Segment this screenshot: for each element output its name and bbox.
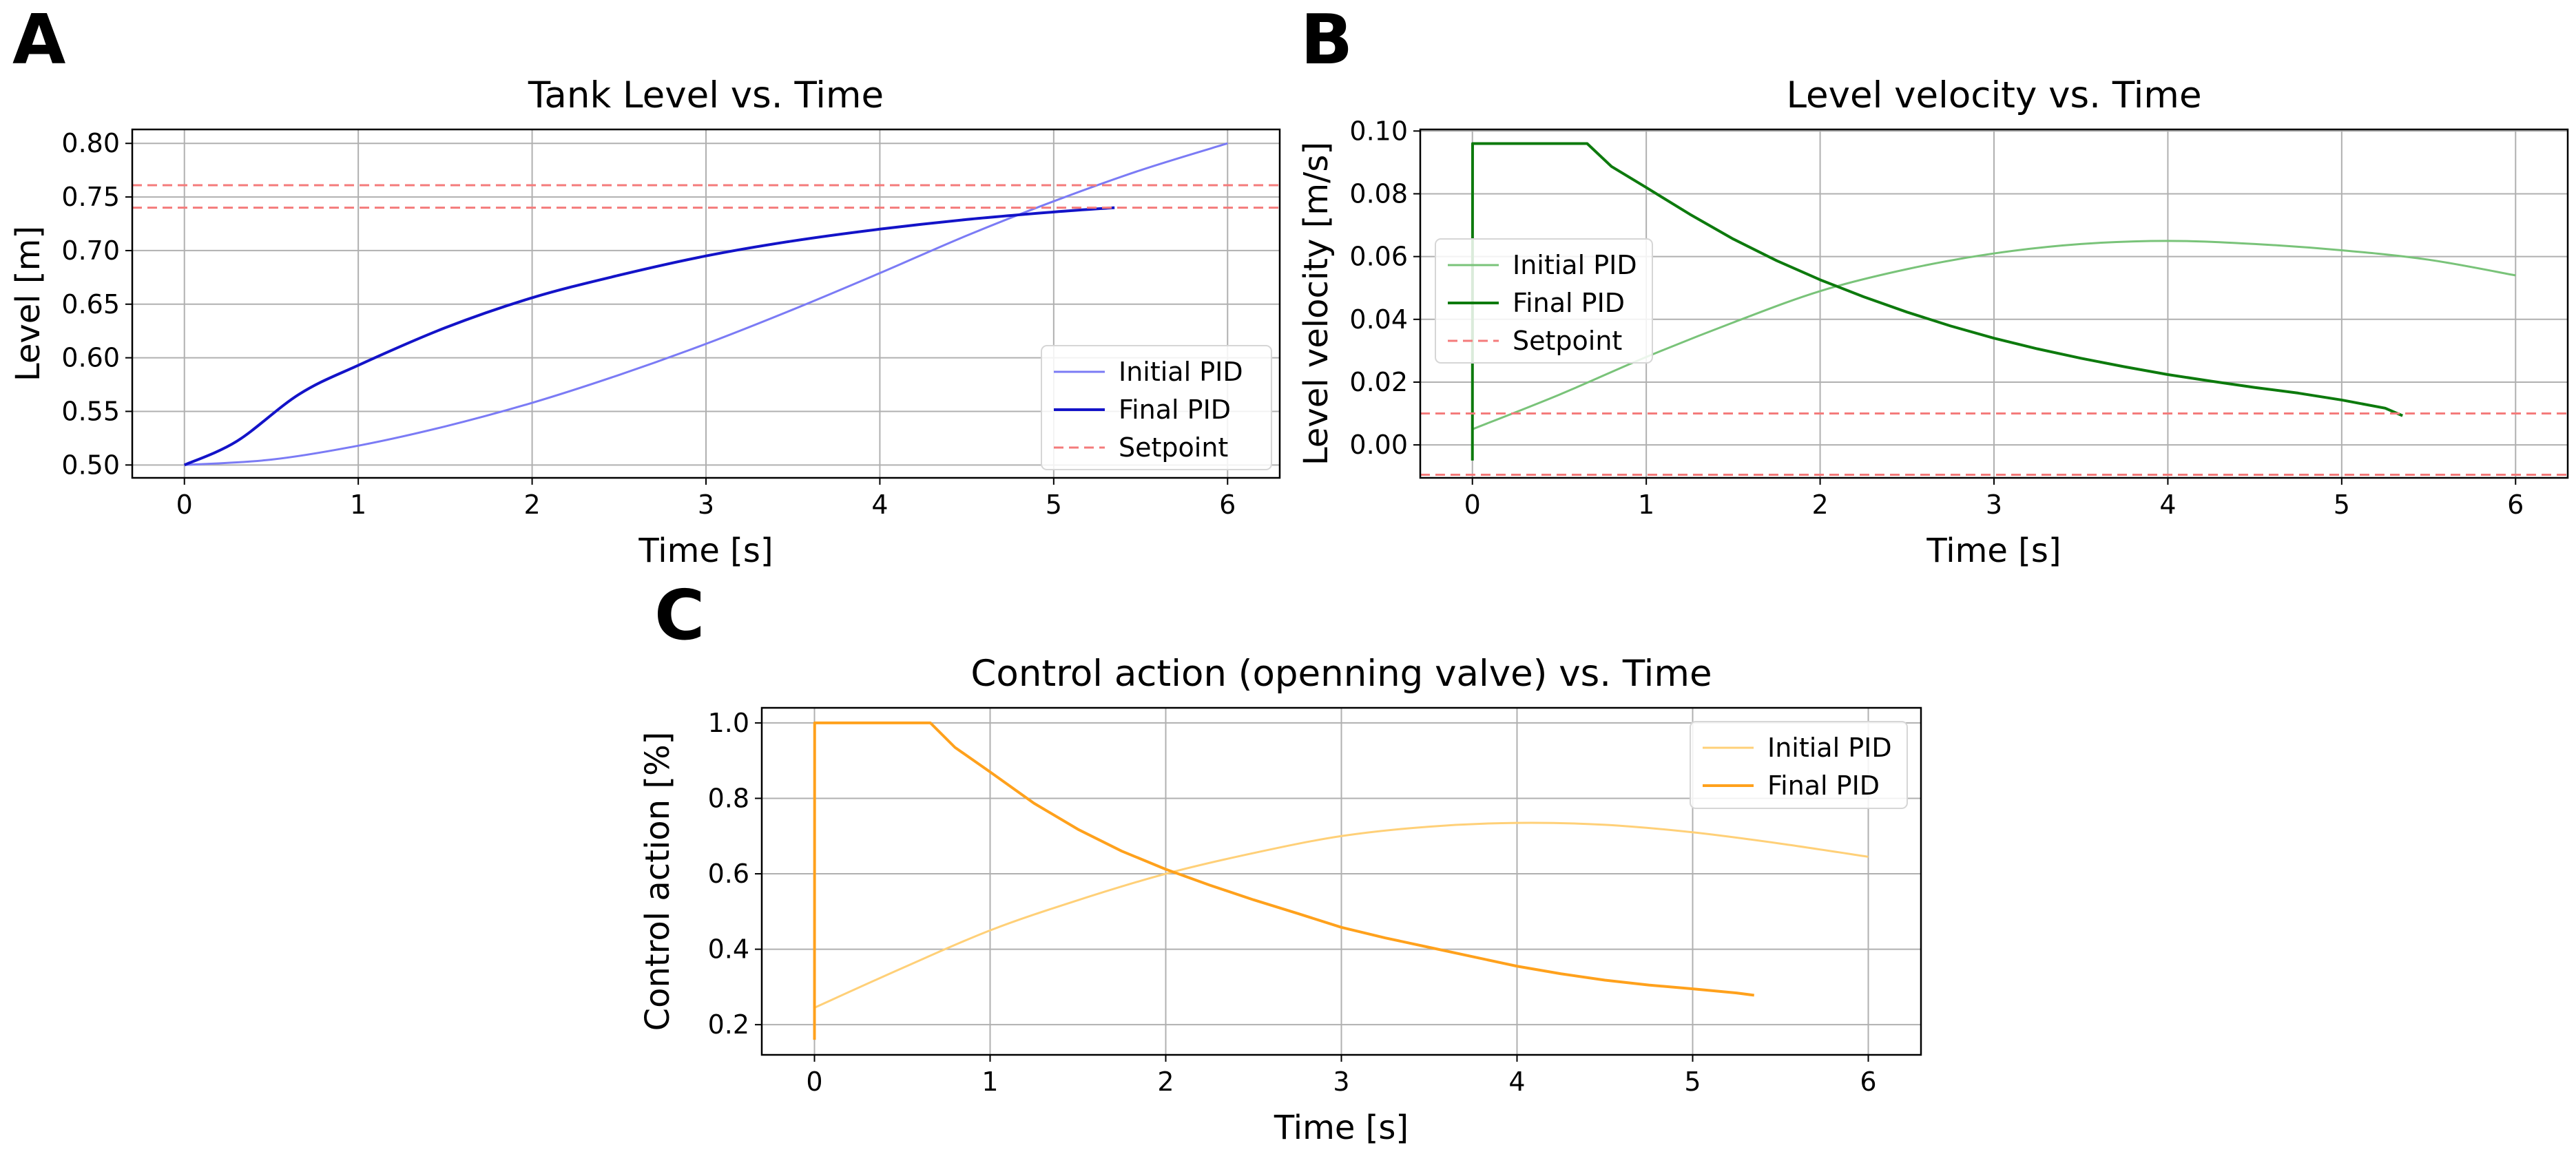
x-tick-label: 1	[350, 490, 366, 520]
y-tick-label: 0.80	[61, 128, 120, 158]
x-tick-label: 0	[806, 1067, 822, 1097]
legend-label-initial-pid: Initial PID	[1119, 357, 1243, 387]
x-tick-label: 4	[1508, 1067, 1525, 1097]
legend-label-initial-pid: Initial PID	[1767, 733, 1892, 763]
x-tick-label: 0	[176, 490, 193, 520]
chart-title: Level velocity vs. Time	[1786, 74, 2201, 116]
series-line-final-pid	[1471, 142, 2403, 461]
x-axis-label: Time [s]	[1926, 532, 2061, 570]
x-tick-label: 2	[1811, 490, 1828, 520]
chart-control-action: C Control action (openning valve) vs. Ti…	[638, 575, 1922, 1147]
chart-title: Tank Level vs. Time	[528, 74, 884, 116]
x-tick-label: 5	[2334, 490, 2350, 520]
y-tick-label: 0.50	[61, 450, 120, 480]
chart-title: Control action (openning valve) vs. Time	[970, 653, 1712, 695]
x-tick-label: 1	[1638, 490, 1654, 520]
x-tick-label: 3	[1986, 490, 2002, 520]
y-tick-label: 0.2	[708, 1009, 749, 1040]
series-line-final-pid	[183, 206, 1115, 467]
y-tick-label: 1.0	[708, 708, 749, 738]
legend-box	[1435, 238, 1653, 364]
x-axis-label: Time [s]	[638, 532, 773, 570]
x-tick-label: 6	[1219, 490, 1236, 520]
y-tick-label: 0.75	[61, 182, 120, 212]
x-tick-label: 5	[1684, 1067, 1701, 1097]
x-tick-label: 1	[981, 1067, 998, 1097]
x-tick-label: 3	[698, 490, 714, 520]
y-axis-label: Control action [%]	[638, 732, 677, 1031]
series-group	[813, 721, 1869, 1040]
y-tick-label: 0.00	[1349, 430, 1408, 460]
y-axis-label: Level [m]	[9, 226, 48, 381]
x-tick-label: 0	[1464, 490, 1481, 520]
legend-label-final-pid: Final PID	[1119, 395, 1231, 425]
chart-level-velocity: B Level velocity vs. Time 0 1 2 3 4 5 6 0.00 0.02…	[1297, 0, 2569, 570]
x-tick-label: 2	[523, 490, 540, 520]
panel-letter-a: A	[12, 0, 65, 80]
chart-tank-level: A Tank Level vs. Time 0 1 2 3 4 5 6 0.50 0.55 0.60…	[9, 0, 1281, 570]
y-tick-label: 0.08	[1349, 178, 1408, 209]
y-tick-label: 0.4	[708, 934, 749, 965]
y-tick-label: 0.60	[61, 343, 120, 373]
x-tick-label: 6	[2507, 490, 2524, 520]
legend-label-setpoint: Setpoint	[1119, 432, 1228, 463]
x-tick-label: 5	[1046, 490, 1062, 520]
panel-letter-b: B	[1300, 0, 1353, 80]
legend: Initial PID Final PID	[1690, 721, 1908, 809]
axes-frame	[1419, 128, 2569, 479]
y-tick-label: 0.04	[1349, 304, 1408, 335]
x-tick-label: 3	[1333, 1067, 1349, 1097]
y-tick-label: 0.10	[1349, 116, 1408, 146]
y-tick-label: 0.6	[708, 859, 749, 889]
y-tick-label: 0.65	[61, 289, 120, 319]
legend-label-final-pid: Final PID	[1513, 288, 1625, 318]
series-group	[132, 142, 1280, 467]
series-line-initial-pid	[184, 142, 1228, 466]
y-tick-label: 0.02	[1349, 367, 1408, 397]
legend-label-final-pid: Final PID	[1767, 770, 1880, 801]
x-tick-label: 6	[1860, 1067, 1876, 1097]
legend-box	[1041, 345, 1272, 470]
series-line-initial-pid	[813, 821, 1869, 1009]
series-line-final-pid	[813, 721, 1755, 1040]
x-tick-label: 4	[871, 490, 888, 520]
y-tick-label: 0.70	[61, 235, 120, 266]
y-tick-label: 0.06	[1349, 242, 1408, 272]
legend: Initial PID Final PID Setpoint	[1435, 238, 1653, 364]
legend-label-setpoint: Setpoint	[1513, 326, 1622, 356]
x-tick-label: 4	[2159, 490, 2176, 520]
x-tick-label: 2	[1157, 1067, 1174, 1097]
y-axis-label: Level velocity [m/s]	[1297, 142, 1336, 465]
axes-frame	[760, 706, 1922, 1056]
axes-frame	[131, 128, 1281, 479]
x-axis-label: Time [s]	[1274, 1109, 1409, 1147]
y-tick-label: 0.8	[708, 783, 749, 813]
legend-label-initial-pid: Initial PID	[1513, 250, 1637, 280]
y-tick-label: 0.55	[61, 396, 120, 426]
panel-letter-c: C	[654, 575, 705, 655]
legend: Initial PID Final PID Setpoint	[1041, 345, 1272, 470]
